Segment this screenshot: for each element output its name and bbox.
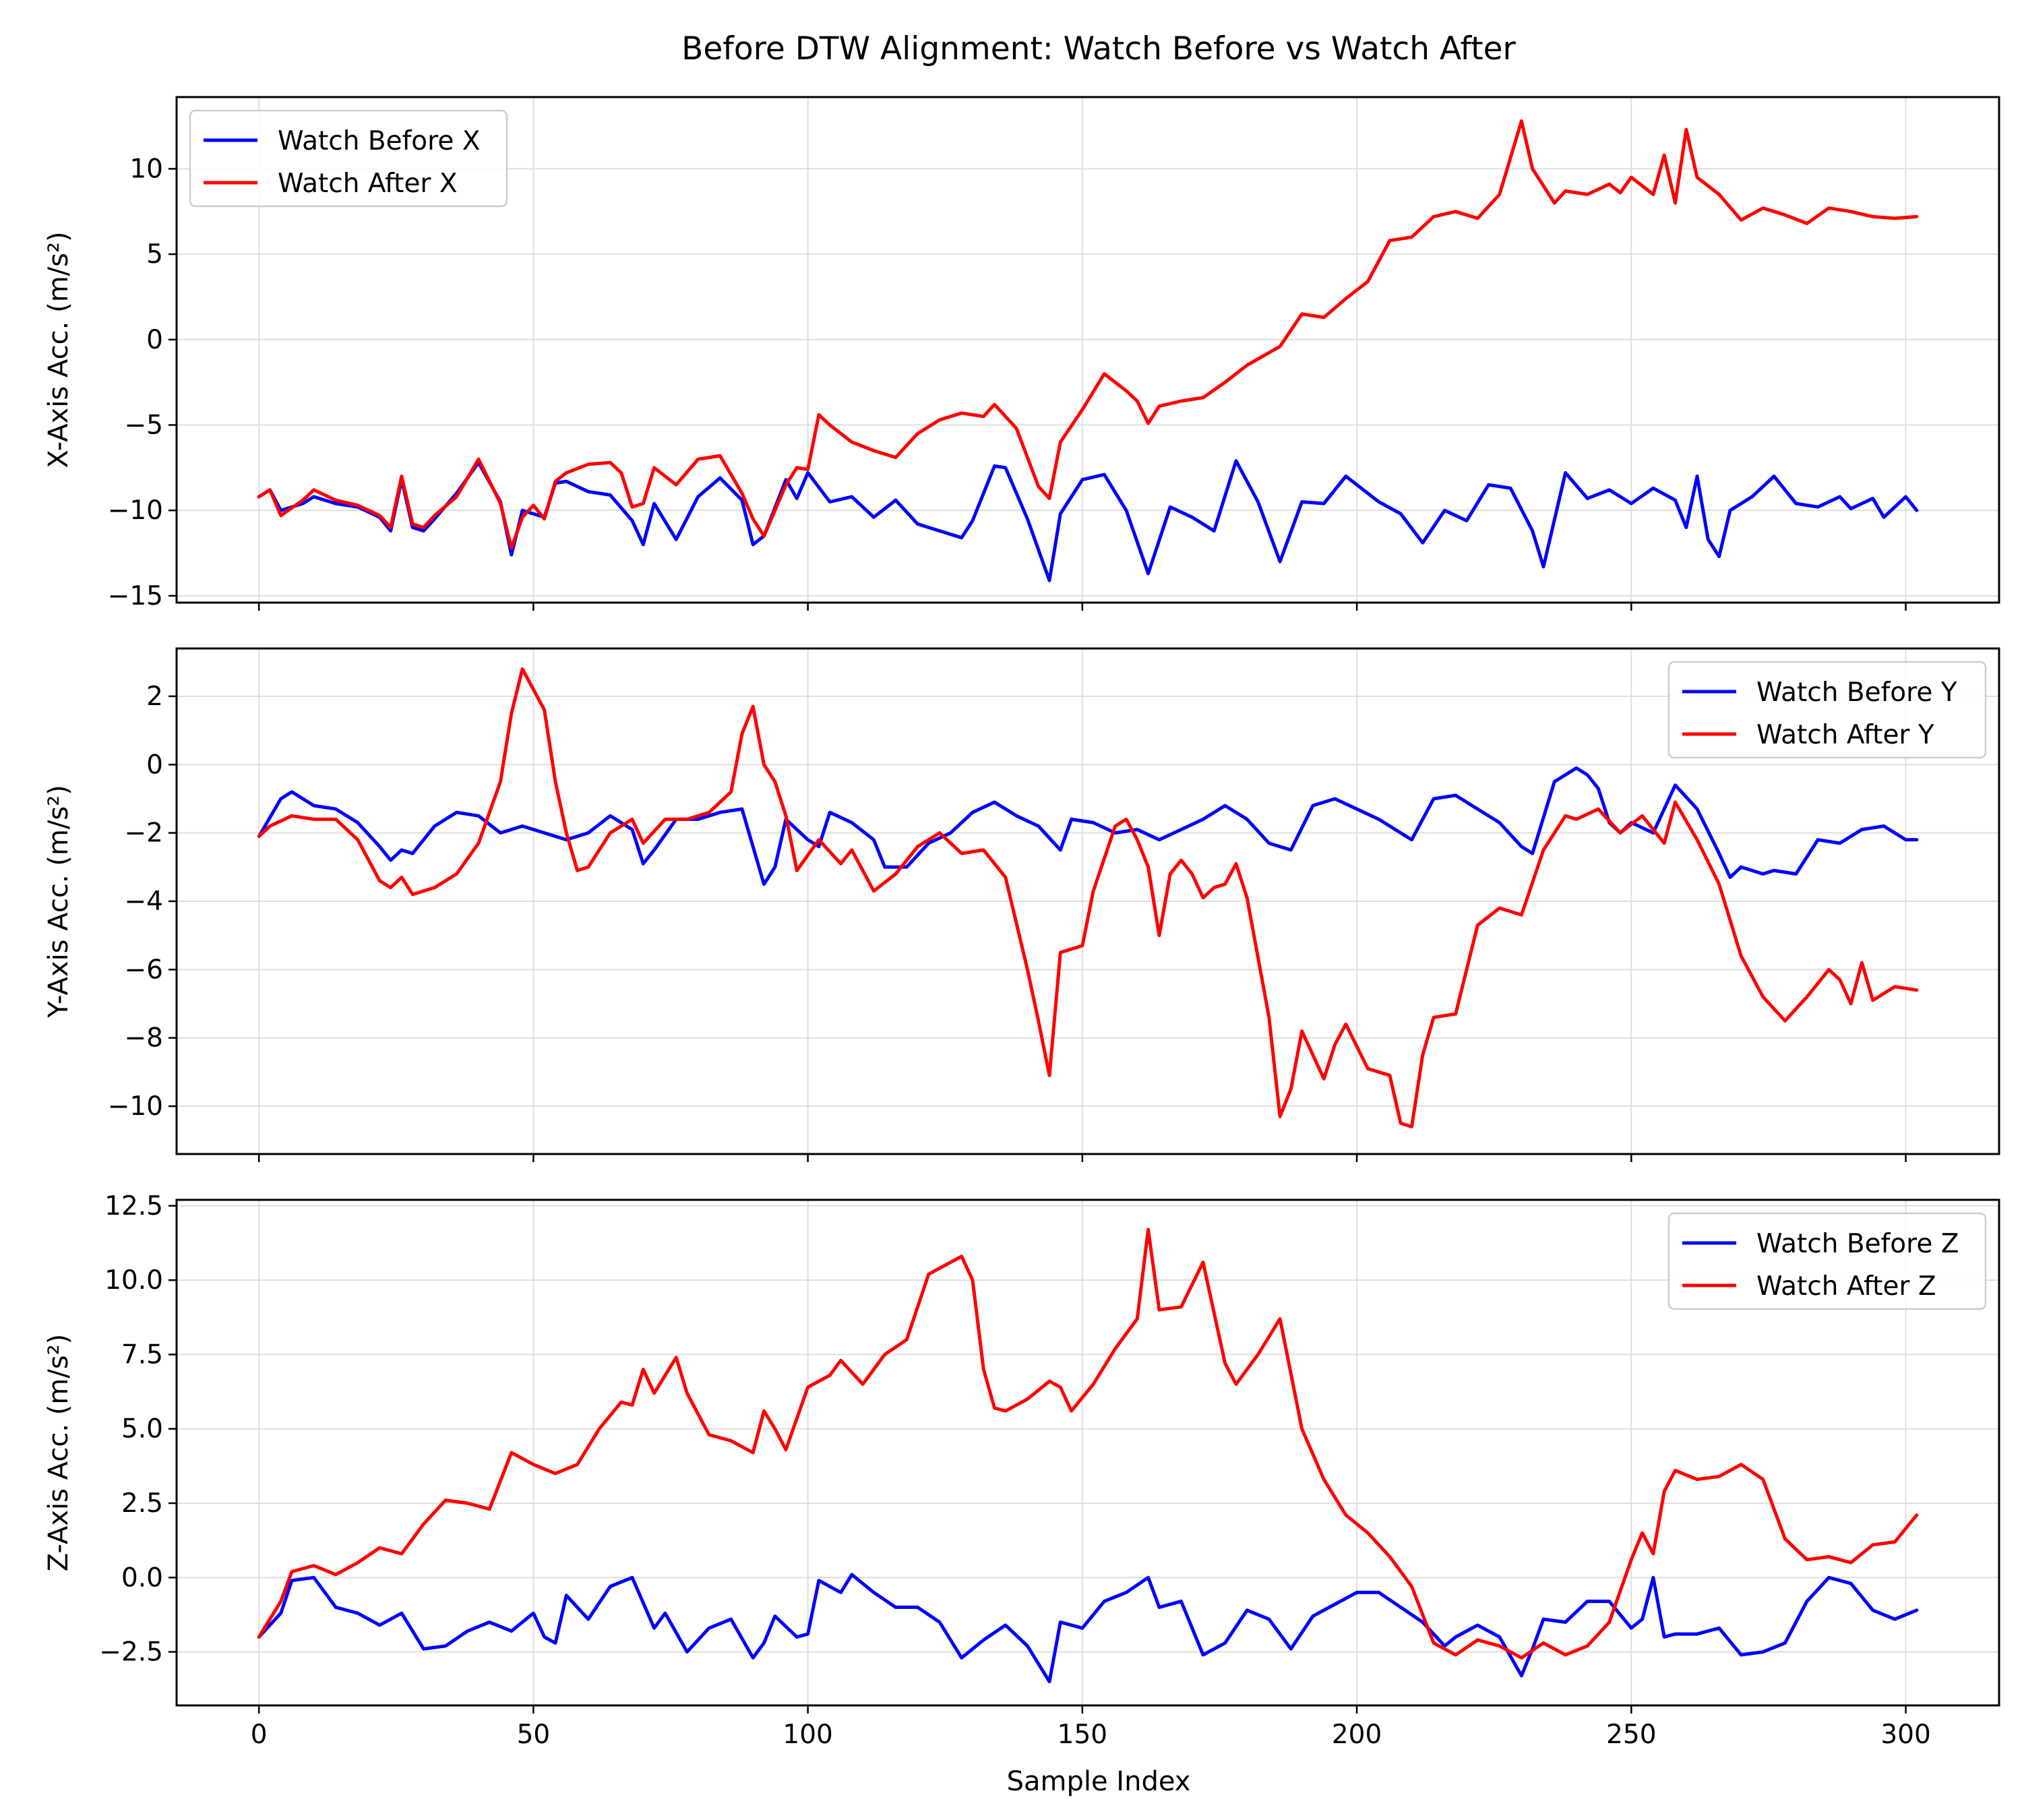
y-tick-label: 2 bbox=[146, 681, 163, 712]
y-axis-label: X-Axis Acc. (m/s²) bbox=[43, 231, 74, 468]
y-tick-label: −10 bbox=[108, 495, 163, 526]
legend: Watch Before Z Watch After Z bbox=[1667, 1212, 1987, 1310]
y-tick-label: −4 bbox=[125, 886, 164, 917]
y-tick-label: 0 bbox=[146, 325, 163, 355]
subplots: −15 −10 −5 0 5 10 X-Axis Acc. (m/s²) Watch Befo… bbox=[43, 96, 2000, 1750]
series-line-watch-before-x bbox=[257, 459, 1919, 582]
y-tick-label: −5 bbox=[125, 410, 164, 440]
y-tick-label: −15 bbox=[108, 581, 163, 611]
legend-box bbox=[1667, 1212, 1987, 1310]
x-tick-label: 50 bbox=[517, 1720, 551, 1750]
y-tick-label: −2.5 bbox=[99, 1637, 163, 1668]
legend: Watch Before Y Watch After Y bbox=[1667, 661, 1987, 759]
y-tick-label: −6 bbox=[125, 954, 164, 985]
x-tick-label: 250 bbox=[1606, 1720, 1656, 1750]
y-tick-label: 10.0 bbox=[104, 1265, 163, 1296]
series-line-watch-after-z bbox=[257, 1227, 1919, 1660]
x-tick-label: 0 bbox=[251, 1720, 268, 1750]
series-line-watch-after-y bbox=[257, 667, 1919, 1128]
legend-label: Watch After Z bbox=[1756, 1271, 1936, 1302]
panel-1: −15 −10 −5 0 5 10 X-Axis Acc. (m/s²) Watch Befo… bbox=[43, 96, 2000, 611]
legend-label: Watch After Y bbox=[1756, 720, 1934, 750]
plot-frame bbox=[175, 1199, 2000, 1707]
x-tick-label: 300 bbox=[1880, 1720, 1930, 1750]
legend-label: Watch Before Y bbox=[1756, 677, 1957, 708]
y-tick-label: 0 bbox=[146, 750, 163, 780]
y-tick-label: −8 bbox=[125, 1023, 164, 1054]
panel-2: −10 −8 −6 −4 −2 0 2 Y-Axis Acc. (m/s²) Watch Bef… bbox=[43, 647, 2000, 1162]
legend-label: Watch Before Z bbox=[1756, 1229, 1959, 1259]
chart-title: Before DTW Alignment: Watch Before vs Wa… bbox=[681, 30, 1516, 67]
series-line-watch-before-z bbox=[257, 1573, 1919, 1684]
legend-label: Watch Before X bbox=[278, 126, 480, 156]
y-tick-label: 7.5 bbox=[121, 1339, 163, 1370]
series-line-watch-after-x bbox=[257, 119, 1919, 550]
y-tick-label: 5.0 bbox=[121, 1414, 163, 1445]
x-tick-label: 150 bbox=[1058, 1720, 1107, 1750]
y-tick-label: 10 bbox=[129, 154, 163, 184]
legend-box bbox=[1667, 661, 1987, 759]
y-tick-label: −10 bbox=[108, 1091, 163, 1122]
x-tick-label: 200 bbox=[1332, 1720, 1382, 1750]
x-tick-label: 100 bbox=[783, 1720, 832, 1750]
panel-3: 0 50 100 150 200 250 300 −2.5 0.0 2.5 5.0 7.5 10.0 12… bbox=[43, 1191, 2000, 1750]
y-tick-label: 2.5 bbox=[121, 1488, 163, 1519]
legend: Watch Before X Watch After X bbox=[189, 109, 508, 208]
y-axis-label: Y-Axis Acc. (m/s²) bbox=[43, 785, 74, 1019]
plot-frame bbox=[175, 96, 2000, 604]
series-line-watch-before-y bbox=[257, 766, 1919, 886]
legend-label: Watch After X bbox=[278, 169, 458, 199]
legend-box bbox=[189, 109, 508, 208]
y-tick-label: −2 bbox=[125, 818, 164, 849]
x-axis-label: Sample Index bbox=[1007, 1766, 1191, 1797]
y-axis-label: Z-Axis Acc. (m/s²) bbox=[43, 1334, 74, 1572]
y-tick-label: 0.0 bbox=[121, 1563, 163, 1593]
y-tick-label: 5 bbox=[146, 239, 163, 270]
y-tick-label: 12.5 bbox=[104, 1191, 163, 1221]
